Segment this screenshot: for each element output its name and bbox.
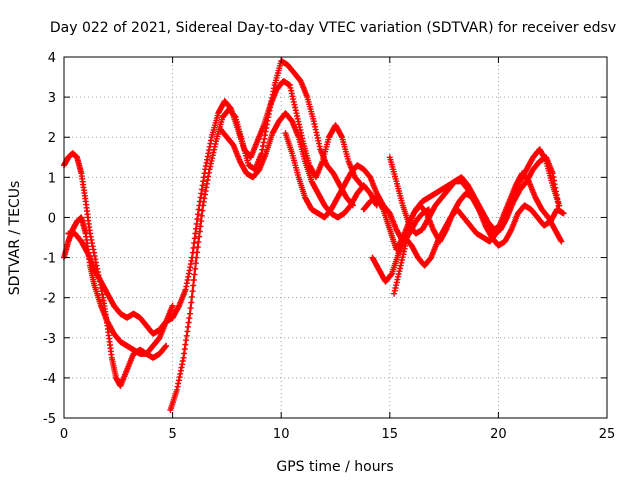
x-tick-label: 20 <box>490 427 507 442</box>
data-point <box>87 233 94 240</box>
data-point <box>187 305 194 312</box>
x-tick-label: 0 <box>60 427 68 442</box>
data-point <box>196 228 203 235</box>
data-point <box>197 223 204 230</box>
data-point <box>191 271 198 278</box>
x-tick-label: 15 <box>382 427 399 442</box>
series-group <box>61 58 567 413</box>
data-point <box>188 299 195 306</box>
plot-frame <box>63 56 608 419</box>
data-point <box>188 293 195 300</box>
axis-ticks: 0 5 10 15 20 25 -5 -4 -3 -2 -1 0 1 2 3 4 <box>43 51 615 442</box>
y-tick-label: 4 <box>48 51 56 66</box>
data-point <box>162 343 169 350</box>
y-tick-label: 1 <box>48 171 56 186</box>
x-tick-label: 10 <box>273 427 290 442</box>
series-satellite-f <box>217 110 380 221</box>
data-point <box>190 277 197 283</box>
series-satellite-k <box>386 146 563 237</box>
y-tick-label: -1 <box>43 252 56 267</box>
y-tick-label: -5 <box>43 412 56 427</box>
data-point <box>187 310 193 317</box>
data-point <box>194 244 201 251</box>
data-point <box>558 238 565 245</box>
y-tick-label: 2 <box>48 131 56 146</box>
data-point <box>183 280 190 287</box>
data-point <box>205 150 212 157</box>
data-point <box>175 377 182 384</box>
data-point <box>210 149 217 156</box>
data-point <box>189 288 196 295</box>
data-point <box>173 386 180 393</box>
data-point <box>203 180 210 187</box>
data-point <box>182 341 189 348</box>
data-point <box>198 212 205 219</box>
x-tick-label: 25 <box>599 427 616 442</box>
series-satellite-b <box>61 150 170 389</box>
y-tick-label: -3 <box>43 332 56 347</box>
data-point <box>91 253 98 259</box>
data-point <box>198 186 205 193</box>
y-tick-label: -2 <box>43 292 56 307</box>
data-point <box>560 210 567 217</box>
data-point <box>192 230 199 237</box>
data-point <box>190 282 197 289</box>
data-point <box>556 202 563 209</box>
data-point <box>195 238 202 245</box>
series-satellite-g <box>282 130 432 245</box>
series-satellite-e <box>169 78 365 321</box>
y-tick-label: 3 <box>48 91 56 106</box>
x-axis-label: GPS time / hours <box>276 459 393 475</box>
y-axis-label: SDTVAR / TECUs <box>7 181 23 296</box>
chart-title: Day 022 of 2021, Sidereal Day-to-day VTE… <box>50 20 616 36</box>
data-point <box>192 260 199 267</box>
series-satellite-c <box>65 230 176 337</box>
data-point <box>169 302 176 309</box>
data-point <box>196 233 203 240</box>
data-point <box>198 218 205 225</box>
data-point <box>163 342 170 349</box>
y-tick-label: 0 <box>48 211 56 226</box>
y-tick-label: -4 <box>43 372 56 387</box>
x-tick-label: 5 <box>168 427 176 442</box>
data-point <box>199 207 206 214</box>
data-point <box>192 265 199 272</box>
